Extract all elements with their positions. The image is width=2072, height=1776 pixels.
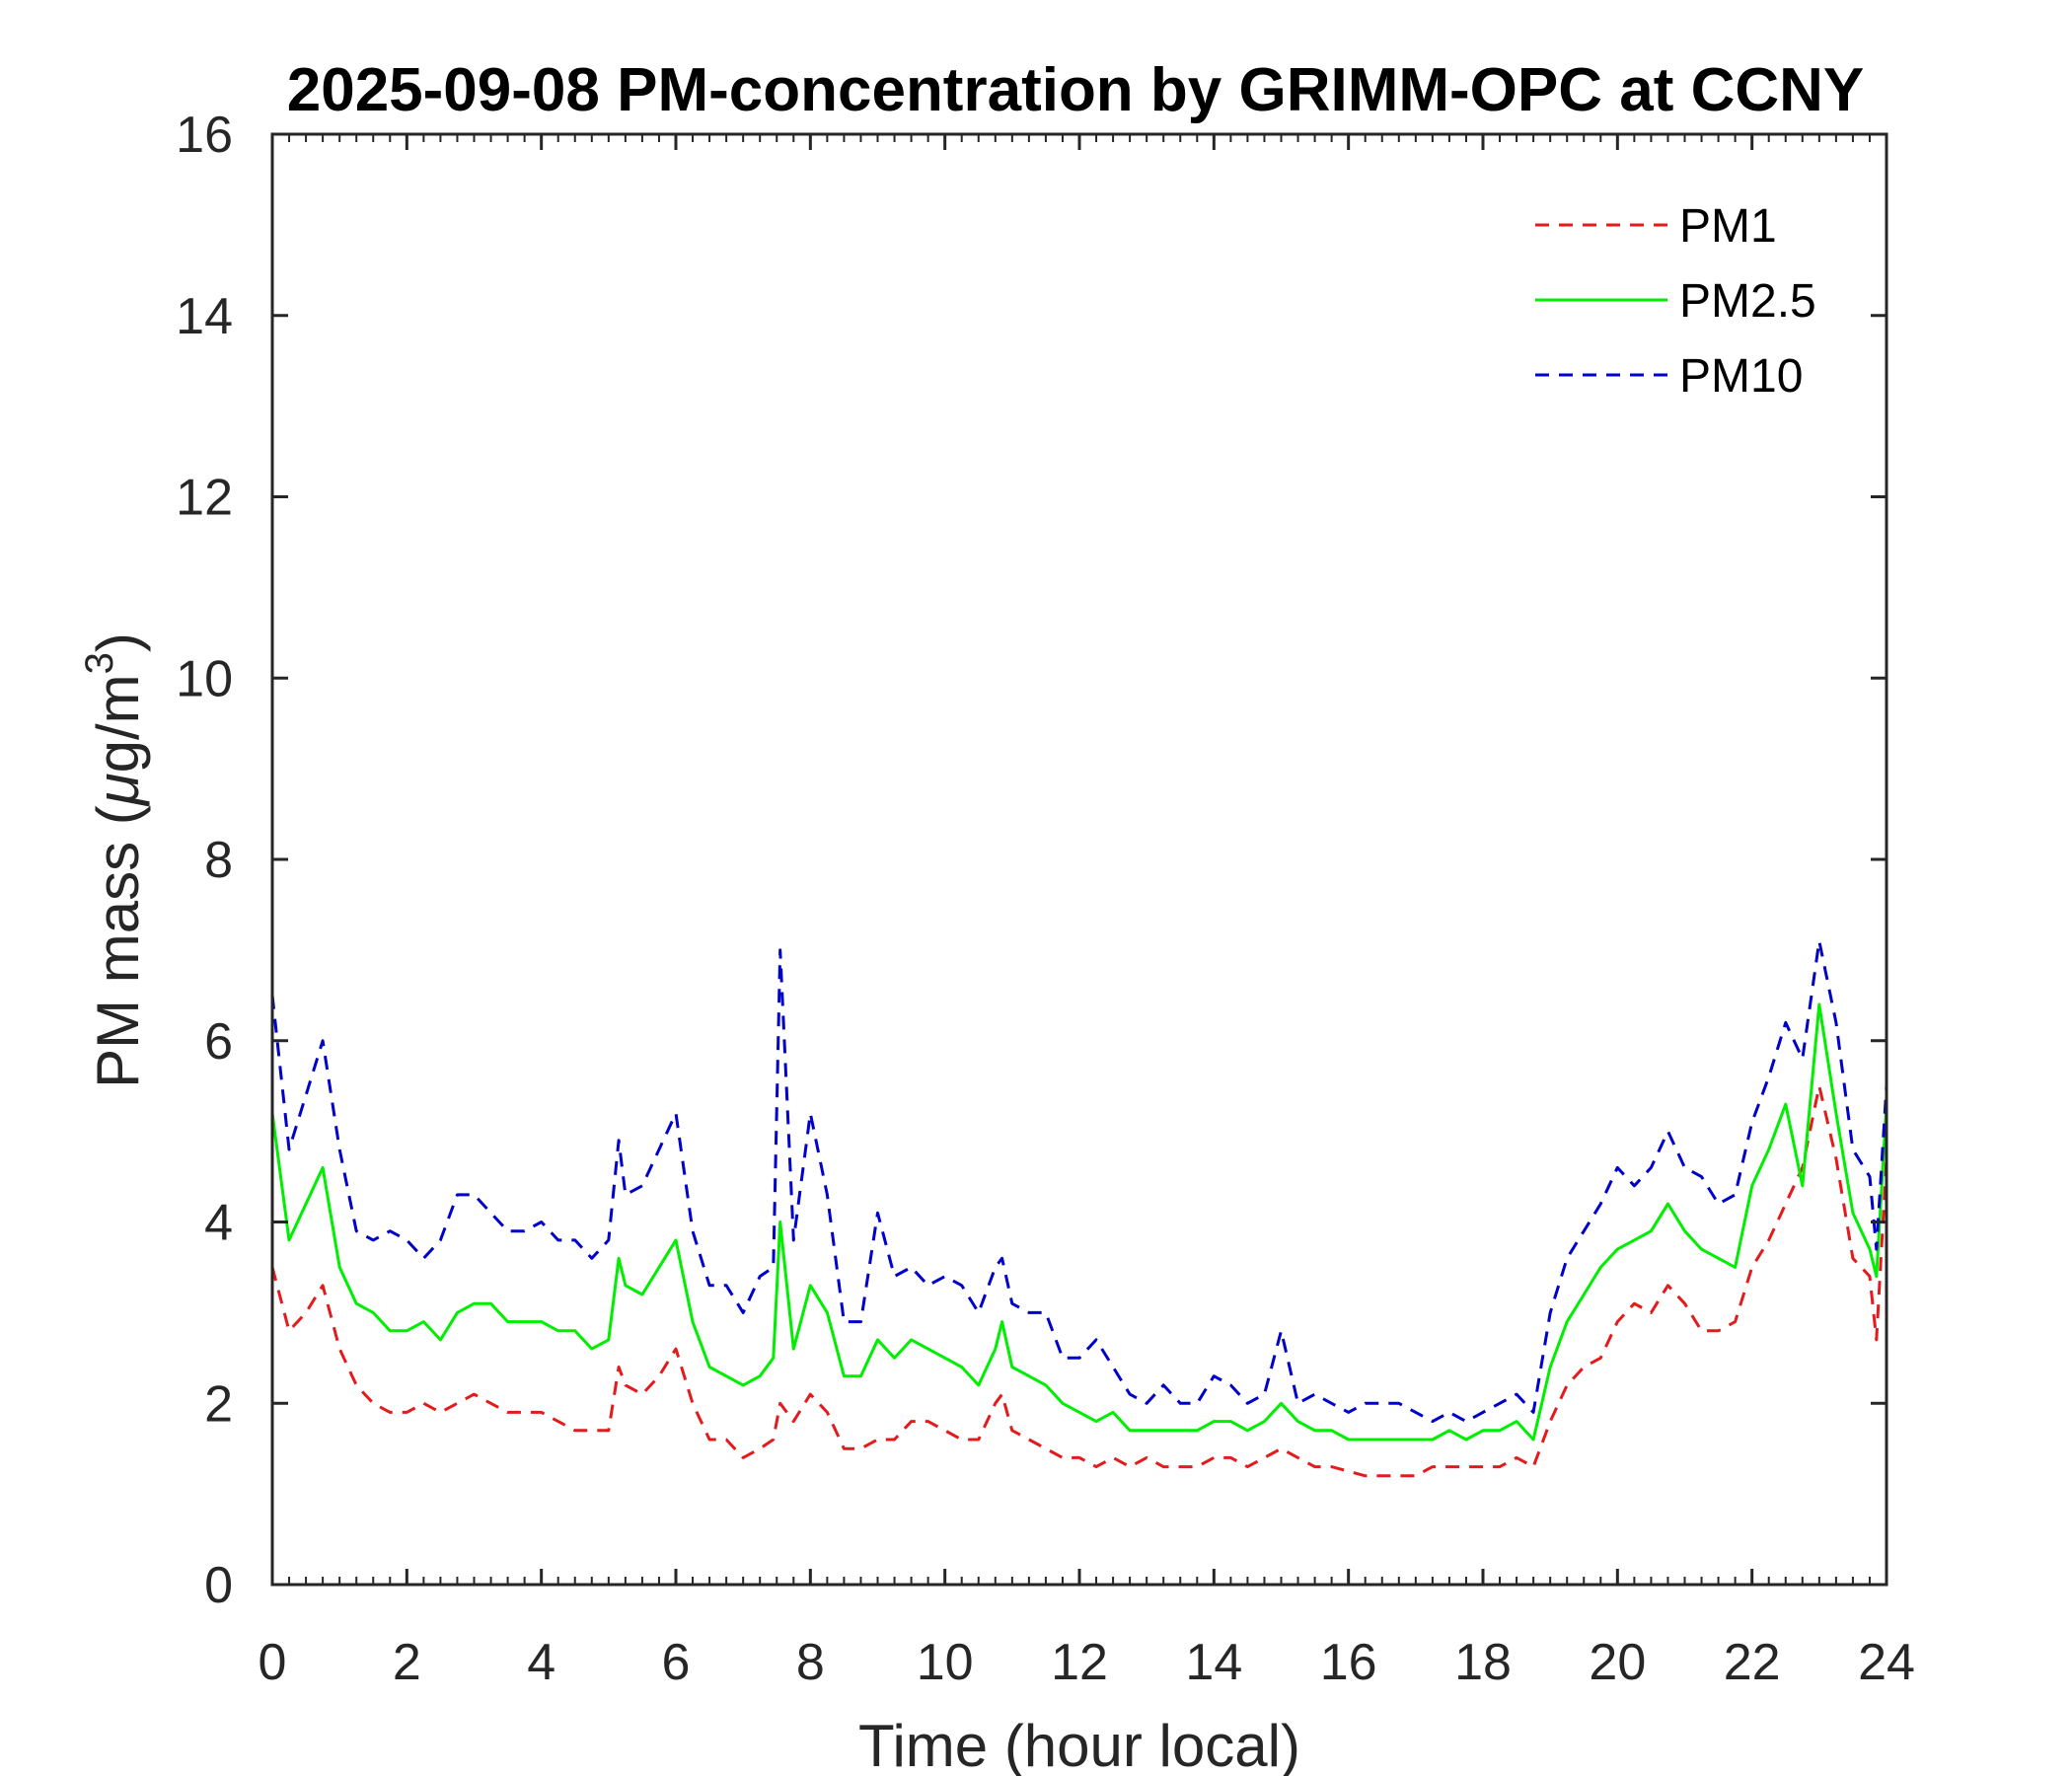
- y-tick-label: 14: [176, 288, 233, 345]
- x-tick-label: 10: [917, 1634, 974, 1691]
- x-tick-label: 8: [796, 1634, 825, 1691]
- y-axis-label-mu: μ: [85, 773, 151, 807]
- x-tick-label: 14: [1185, 1634, 1242, 1691]
- legend-label: PM10: [1679, 350, 1803, 403]
- chart-title: 2025-09-08 PM-concentration by GRIMM-OPC…: [287, 56, 1865, 124]
- x-tick-label: 20: [1589, 1634, 1646, 1691]
- x-tick-label: 22: [1724, 1634, 1781, 1691]
- y-axis-label: PM mass (μg/m3): [78, 632, 151, 1088]
- y-axis-label-close: ): [85, 632, 151, 652]
- legend-label: PM2.5: [1679, 275, 1816, 328]
- x-tick-label: 2: [393, 1634, 421, 1691]
- series-line-pm1: [272, 1084, 1887, 1478]
- legend: PM1 PM2.5 PM10: [1535, 200, 1816, 403]
- y-axis-label-unit: g/m: [85, 674, 151, 773]
- y-tick-label: 10: [176, 650, 233, 707]
- y-tick-label: 16: [176, 107, 233, 164]
- y-tick-label: 6: [204, 1013, 233, 1071]
- y-tick-label: 4: [204, 1195, 233, 1252]
- x-tick-label: 12: [1051, 1634, 1108, 1691]
- y-axis-label-main: PM mass (: [85, 805, 151, 1088]
- x-tick-label: 6: [662, 1634, 691, 1691]
- series-line-pm2-5: [272, 1002, 1887, 1442]
- x-axis-label: Time (hour local): [858, 1713, 1300, 1776]
- y-tick-label: 2: [204, 1375, 233, 1433]
- plot-frame: [270, 132, 1888, 1587]
- x-tick-label: 24: [1858, 1634, 1915, 1691]
- x-tick-label: 0: [259, 1634, 287, 1691]
- x-tick-label: 18: [1454, 1634, 1512, 1691]
- y-tick-label: 0: [204, 1557, 233, 1614]
- x-tick-label: 4: [527, 1634, 555, 1691]
- series-line-pm10: [272, 939, 1887, 1424]
- legend-label: PM1: [1679, 200, 1777, 253]
- x-tick-label: 16: [1320, 1634, 1377, 1691]
- y-tick-label: 8: [204, 832, 233, 889]
- y-tick-label: 12: [176, 470, 233, 527]
- y-axis-label-superscript: 3: [78, 652, 121, 674]
